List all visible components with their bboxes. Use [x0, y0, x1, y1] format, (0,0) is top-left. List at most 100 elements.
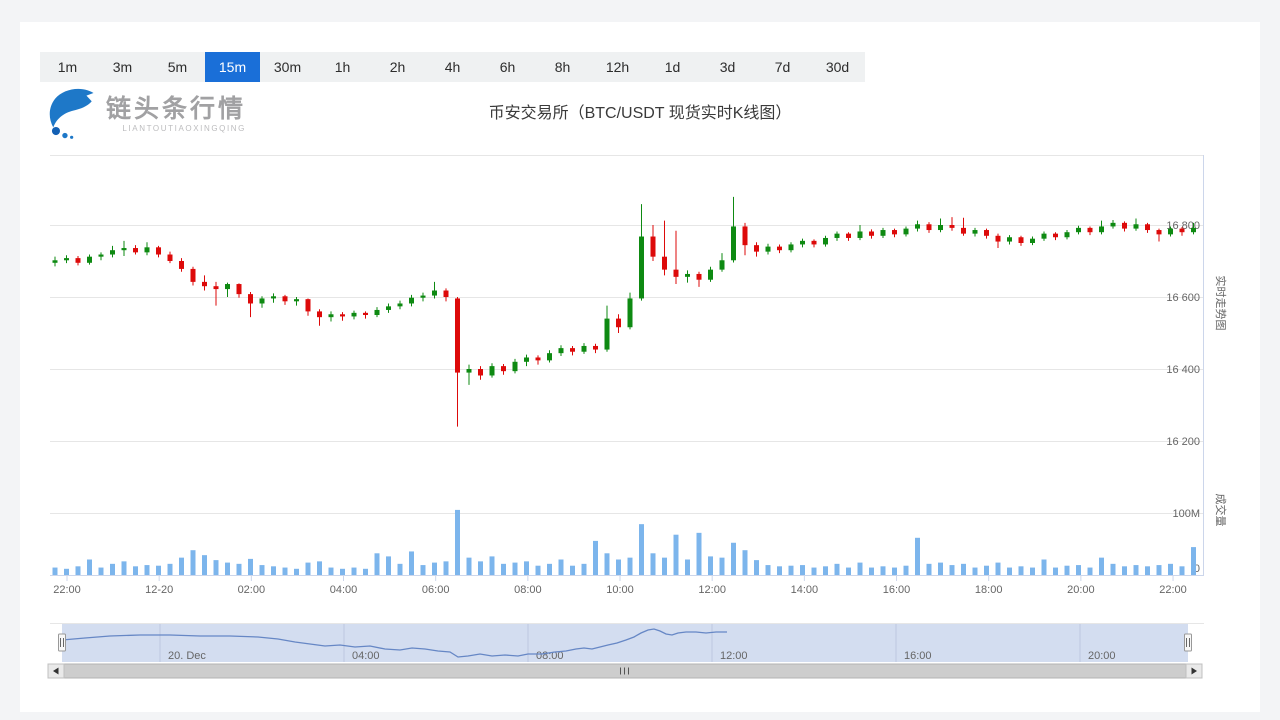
svg-text:02:00: 02:00 — [238, 584, 266, 596]
timeframe-button-30d[interactable]: 30d — [825, 59, 850, 75]
volume-bar — [1110, 563, 1116, 575]
candle — [616, 318, 621, 328]
volume-bar — [1076, 565, 1081, 575]
candle — [547, 353, 552, 361]
volume-bar — [984, 565, 989, 575]
volume-bar — [754, 560, 759, 575]
timeframe-button-3d[interactable]: 3d — [719, 59, 736, 75]
candle — [1168, 228, 1173, 235]
navigator-mask[interactable] — [62, 624, 1188, 662]
volume-bar — [903, 565, 909, 575]
volume-bar — [811, 567, 817, 575]
candle — [1156, 230, 1162, 235]
candle — [558, 348, 564, 354]
timeframe-button-7d[interactable]: 7d — [774, 59, 791, 75]
plot-area[interactable] — [50, 155, 1204, 575]
volume-bar — [87, 559, 92, 575]
candle — [52, 260, 58, 263]
volume-bar — [627, 557, 633, 575]
timeframe-button-1m[interactable]: 1m — [57, 59, 78, 75]
timeframe-button-3m[interactable]: 3m — [112, 59, 133, 75]
right-arrow-icon — [1191, 667, 1197, 675]
volume-bar — [662, 557, 667, 575]
candle — [1053, 233, 1058, 238]
candle — [742, 226, 748, 246]
svg-text:22:00: 22:00 — [53, 584, 81, 596]
volume-bar — [604, 553, 610, 575]
candle — [627, 298, 633, 328]
volume-bar — [443, 561, 449, 575]
volume-bar — [1007, 567, 1012, 575]
volume-bar — [834, 563, 840, 575]
volume-bar — [213, 560, 219, 575]
candle — [1179, 228, 1185, 233]
candle — [156, 247, 161, 255]
volume-bar — [708, 556, 713, 575]
navigator-label: 16:00 — [904, 650, 932, 662]
brand-name: 链头条行情 — [106, 94, 247, 123]
volume-bar — [1087, 567, 1093, 575]
volume-bar — [639, 524, 644, 575]
grid-lines — [50, 155, 1204, 576]
navigator-label: 20. Dec — [168, 650, 206, 662]
svg-text:0: 0 — [1194, 563, 1200, 575]
volume-bar — [512, 562, 518, 575]
volume-bar — [926, 563, 932, 575]
volume-bar — [317, 561, 322, 575]
navigator-label: 04:00 — [352, 650, 380, 662]
timeframe-button-30m[interactable]: 30m — [273, 59, 302, 75]
candle — [213, 286, 219, 290]
navigator[interactable]: 20. Dec 04:00 08:00 12:00 16:00 20:00 — [50, 623, 1204, 663]
timeframe-button-15m[interactable]: 15m — [205, 52, 260, 82]
navigator-line — [61, 628, 727, 658]
scrollbar-left-button[interactable] — [47, 663, 65, 679]
candle — [685, 273, 690, 277]
timeframe-button-4h[interactable]: 4h — [444, 59, 461, 75]
timeframe-button-5m[interactable]: 5m — [167, 59, 188, 75]
volume-bar — [742, 550, 748, 575]
candle — [64, 258, 69, 261]
volume-bar — [397, 563, 403, 575]
candle — [846, 233, 851, 238]
volume-bar — [547, 563, 552, 575]
timeframe-button-2h[interactable]: 2h — [389, 59, 406, 75]
candle — [811, 240, 817, 245]
candle — [317, 311, 322, 318]
candle — [719, 260, 725, 270]
candle — [110, 250, 115, 255]
candle — [409, 297, 414, 304]
volume-bar — [248, 558, 253, 575]
svg-text:04:00: 04:00 — [330, 584, 358, 596]
timeframe-button-1d[interactable]: 1d — [664, 59, 681, 75]
candle — [374, 309, 380, 315]
svg-text:12:00: 12:00 — [698, 584, 726, 596]
navigator-handle-left[interactable] — [58, 633, 66, 652]
brand-logo: 链头条行情 LIANTOUTIAOXINGQING — [46, 88, 246, 140]
volume-bar — [650, 553, 656, 575]
volume-bar — [961, 563, 966, 575]
candle — [98, 254, 104, 257]
navigator-handle-right[interactable] — [1184, 633, 1192, 652]
volume-bar — [64, 568, 69, 575]
timeframe-button-8h[interactable]: 8h — [554, 59, 571, 75]
candle — [1064, 232, 1070, 238]
volume-bar — [98, 567, 104, 575]
navigator-label: 08:00 — [536, 650, 564, 662]
volume-bar — [167, 563, 173, 575]
candle — [420, 295, 426, 298]
svg-text:20:00: 20:00 — [1067, 584, 1095, 596]
volume-bar — [558, 559, 564, 575]
volume-bar — [501, 563, 506, 575]
volume-bar — [673, 534, 679, 575]
scrollbar[interactable] — [47, 663, 1203, 679]
candle — [892, 230, 897, 235]
candle — [190, 268, 196, 282]
timeframe-button-1h[interactable]: 1h — [334, 59, 351, 75]
timeframe-button-12h[interactable]: 12h — [605, 59, 630, 75]
scrollbar-right-button[interactable] — [1185, 663, 1203, 679]
volume-bar — [731, 542, 736, 575]
timeframe-button-6h[interactable]: 6h — [499, 59, 516, 75]
